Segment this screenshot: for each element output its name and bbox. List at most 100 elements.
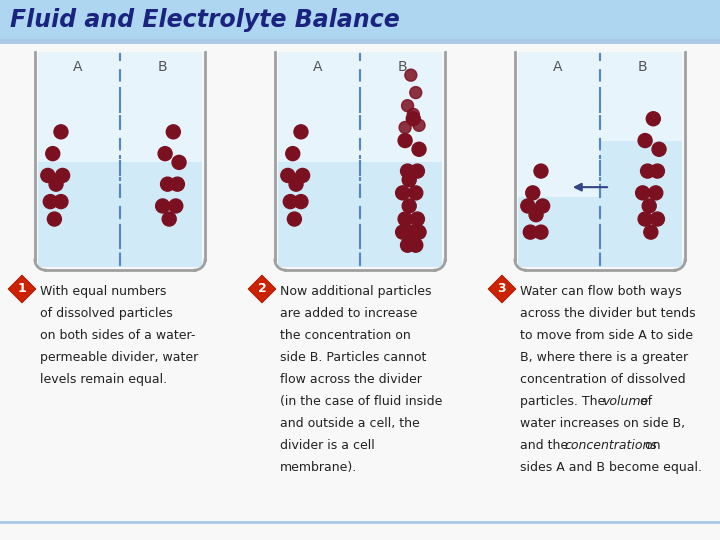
Circle shape [642, 199, 656, 213]
Text: A: A [73, 60, 82, 74]
Text: Now additional particles: Now additional particles [280, 285, 431, 298]
Text: flow across the divider: flow across the divider [280, 373, 422, 386]
Circle shape [647, 112, 660, 126]
Circle shape [641, 164, 654, 178]
Bar [518, 52, 682, 267]
Text: on both sides of a water-: on both sides of a water- [40, 329, 195, 342]
Circle shape [410, 212, 424, 226]
Bar [600, 140, 682, 267]
Circle shape [296, 168, 310, 183]
Text: permeable divider, water: permeable divider, water [40, 351, 198, 364]
Text: Fluid and Electrolyte Balance: Fluid and Electrolyte Balance [10, 8, 400, 32]
Circle shape [402, 173, 416, 187]
Text: A: A [553, 60, 562, 74]
Circle shape [48, 212, 61, 226]
Bar [120, 163, 202, 267]
Circle shape [161, 177, 174, 191]
Circle shape [43, 194, 58, 208]
Text: the concentration on: the concentration on [280, 329, 410, 342]
Circle shape [650, 212, 665, 226]
Circle shape [396, 186, 410, 200]
Circle shape [650, 164, 665, 178]
Circle shape [410, 164, 424, 178]
Text: and the: and the [520, 439, 572, 452]
Text: sides A and B become equal.: sides A and B become equal. [520, 461, 702, 474]
Circle shape [409, 186, 423, 200]
Circle shape [158, 147, 172, 160]
Bar [0, 0, 720, 40]
Circle shape [294, 194, 308, 208]
Text: Water can flow both ways: Water can flow both ways [520, 285, 682, 298]
Circle shape [412, 225, 426, 239]
Circle shape [526, 186, 540, 200]
Text: B: B [397, 60, 408, 74]
Circle shape [404, 225, 418, 239]
Text: 2: 2 [258, 282, 266, 295]
Circle shape [171, 177, 184, 191]
Circle shape [636, 186, 649, 200]
Bar [38, 52, 202, 267]
Text: across the divider but tends: across the divider but tends [520, 307, 696, 320]
Circle shape [287, 212, 302, 226]
Text: side B. Particles cannot: side B. Particles cannot [280, 351, 426, 364]
Circle shape [55, 168, 70, 183]
Circle shape [412, 142, 426, 156]
Circle shape [638, 212, 652, 226]
Text: levels remain equal.: levels remain equal. [40, 373, 167, 386]
Text: particles. The: particles. The [520, 395, 609, 408]
Bar [38, 163, 120, 267]
Circle shape [398, 212, 412, 226]
Circle shape [521, 199, 535, 213]
Circle shape [536, 199, 549, 213]
Text: 3: 3 [498, 282, 506, 295]
Text: A: A [312, 60, 323, 74]
Text: concentration of dissolved: concentration of dissolved [520, 373, 685, 386]
Circle shape [283, 194, 297, 208]
Circle shape [294, 125, 308, 139]
Circle shape [529, 208, 543, 222]
Text: B: B [158, 60, 167, 74]
Circle shape [413, 119, 425, 131]
Circle shape [41, 168, 55, 183]
Circle shape [534, 225, 548, 239]
Bar [360, 163, 442, 267]
Circle shape [172, 156, 186, 170]
Circle shape [406, 112, 420, 126]
Bar [278, 52, 442, 267]
Text: and outside a cell, the: and outside a cell, the [280, 417, 420, 430]
Text: of dissolved particles: of dissolved particles [40, 307, 173, 320]
Circle shape [523, 225, 537, 239]
Text: on: on [641, 439, 660, 452]
Circle shape [46, 147, 60, 160]
Text: to move from side A to side: to move from side A to side [520, 329, 693, 342]
Text: are added to increase: are added to increase [280, 307, 418, 320]
Text: membrane).: membrane). [280, 461, 357, 474]
Circle shape [286, 147, 300, 160]
Circle shape [168, 199, 183, 213]
Circle shape [49, 177, 63, 191]
Circle shape [649, 186, 662, 200]
Circle shape [638, 133, 652, 147]
Text: B, where there is a greater: B, where there is a greater [520, 351, 688, 364]
Bar [278, 163, 360, 267]
Polygon shape [8, 275, 36, 303]
Circle shape [54, 194, 68, 208]
Text: (in the case of fluid inside: (in the case of fluid inside [280, 395, 442, 408]
Text: With equal numbers: With equal numbers [40, 285, 166, 298]
Text: water increases on side B,: water increases on side B, [520, 417, 685, 430]
Circle shape [409, 238, 423, 252]
Circle shape [644, 225, 658, 239]
Circle shape [408, 109, 419, 120]
Text: 1: 1 [17, 282, 27, 295]
Circle shape [400, 238, 415, 252]
Circle shape [534, 164, 548, 178]
Text: concentrations: concentrations [564, 439, 657, 452]
Circle shape [162, 212, 176, 226]
Circle shape [396, 225, 410, 239]
Polygon shape [248, 275, 276, 303]
Circle shape [54, 125, 68, 139]
Circle shape [399, 122, 411, 133]
Bar [518, 197, 600, 267]
Circle shape [156, 199, 170, 213]
Circle shape [281, 168, 295, 183]
